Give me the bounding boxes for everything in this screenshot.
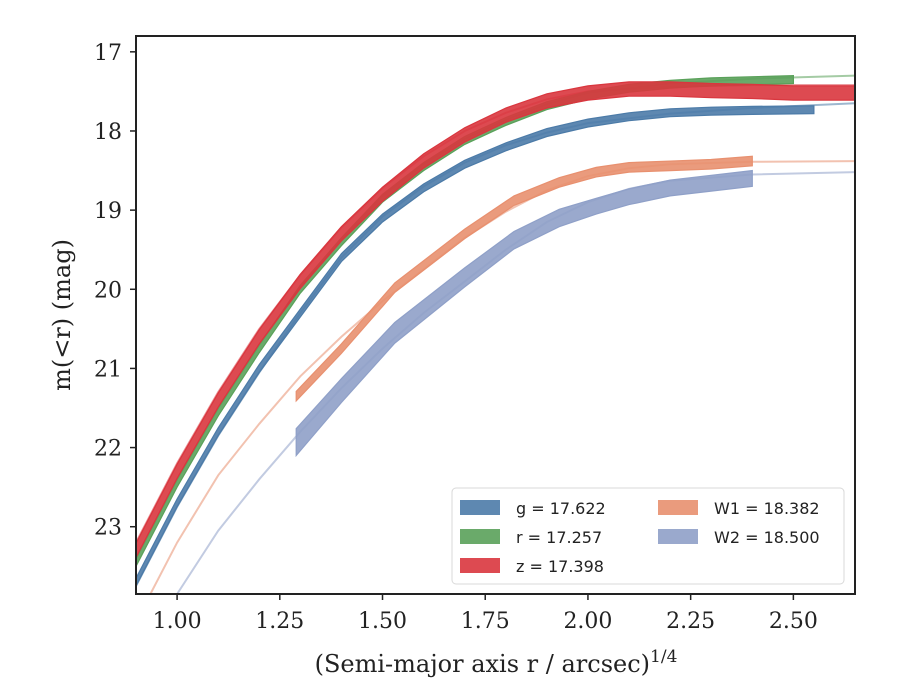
legend-label: W1 = 18.382 bbox=[714, 499, 820, 518]
data-band-3 bbox=[295, 155, 753, 403]
y-tick-label: 19 bbox=[94, 199, 122, 224]
legend-label: z = 17.398 bbox=[516, 557, 604, 576]
x-tick-label: 1.25 bbox=[255, 609, 304, 634]
x-tick-label: 1.00 bbox=[153, 609, 202, 634]
y-tick-label: 23 bbox=[94, 516, 122, 541]
x-axis-ticks: 1.00 1.25 1.50 1.75 2.00 2.25 2.50 bbox=[153, 594, 818, 634]
x-tick-label: 2.50 bbox=[769, 609, 818, 634]
series-layer bbox=[136, 74, 855, 594]
legend-label: W2 = 18.500 bbox=[714, 528, 820, 547]
y-tick-label: 22 bbox=[94, 437, 122, 462]
y-tick-label: 20 bbox=[94, 278, 122, 303]
legend-swatch bbox=[658, 529, 698, 544]
x-tick-label: 1.50 bbox=[358, 609, 407, 634]
x-tick-label: 2.25 bbox=[666, 609, 715, 634]
data-band-0 bbox=[136, 105, 815, 587]
y-tick-label: 18 bbox=[94, 120, 122, 145]
legend-swatch bbox=[460, 500, 500, 515]
legend-swatch bbox=[460, 558, 500, 573]
legend-label: r = 17.257 bbox=[516, 528, 602, 547]
legend: g = 17.622 r = 17.257 z = 17.398 W1 = 18.38… bbox=[451, 487, 845, 585]
y-tick-label: 21 bbox=[94, 357, 122, 382]
legend-swatch bbox=[658, 500, 698, 515]
data-band-4 bbox=[295, 169, 753, 458]
data-band-2 bbox=[136, 81, 855, 558]
x-axis-label-exponent: 1/4 bbox=[650, 647, 677, 667]
plot-frame bbox=[135, 35, 856, 595]
y-axis-ticks: 17 18 19 20 21 22 23 bbox=[94, 41, 136, 541]
y-tick-label: 17 bbox=[94, 41, 122, 66]
legend-swatch bbox=[460, 529, 500, 544]
y-axis-label: m(<r) (mag) bbox=[48, 239, 76, 391]
x-tick-label: 2.00 bbox=[563, 609, 612, 634]
x-axis-label: (Semi-major axis r / arcsec)1/4 bbox=[315, 647, 678, 678]
legend-box bbox=[451, 487, 845, 585]
legend-label: g = 17.622 bbox=[516, 499, 606, 518]
x-tick-label: 1.75 bbox=[461, 609, 510, 634]
